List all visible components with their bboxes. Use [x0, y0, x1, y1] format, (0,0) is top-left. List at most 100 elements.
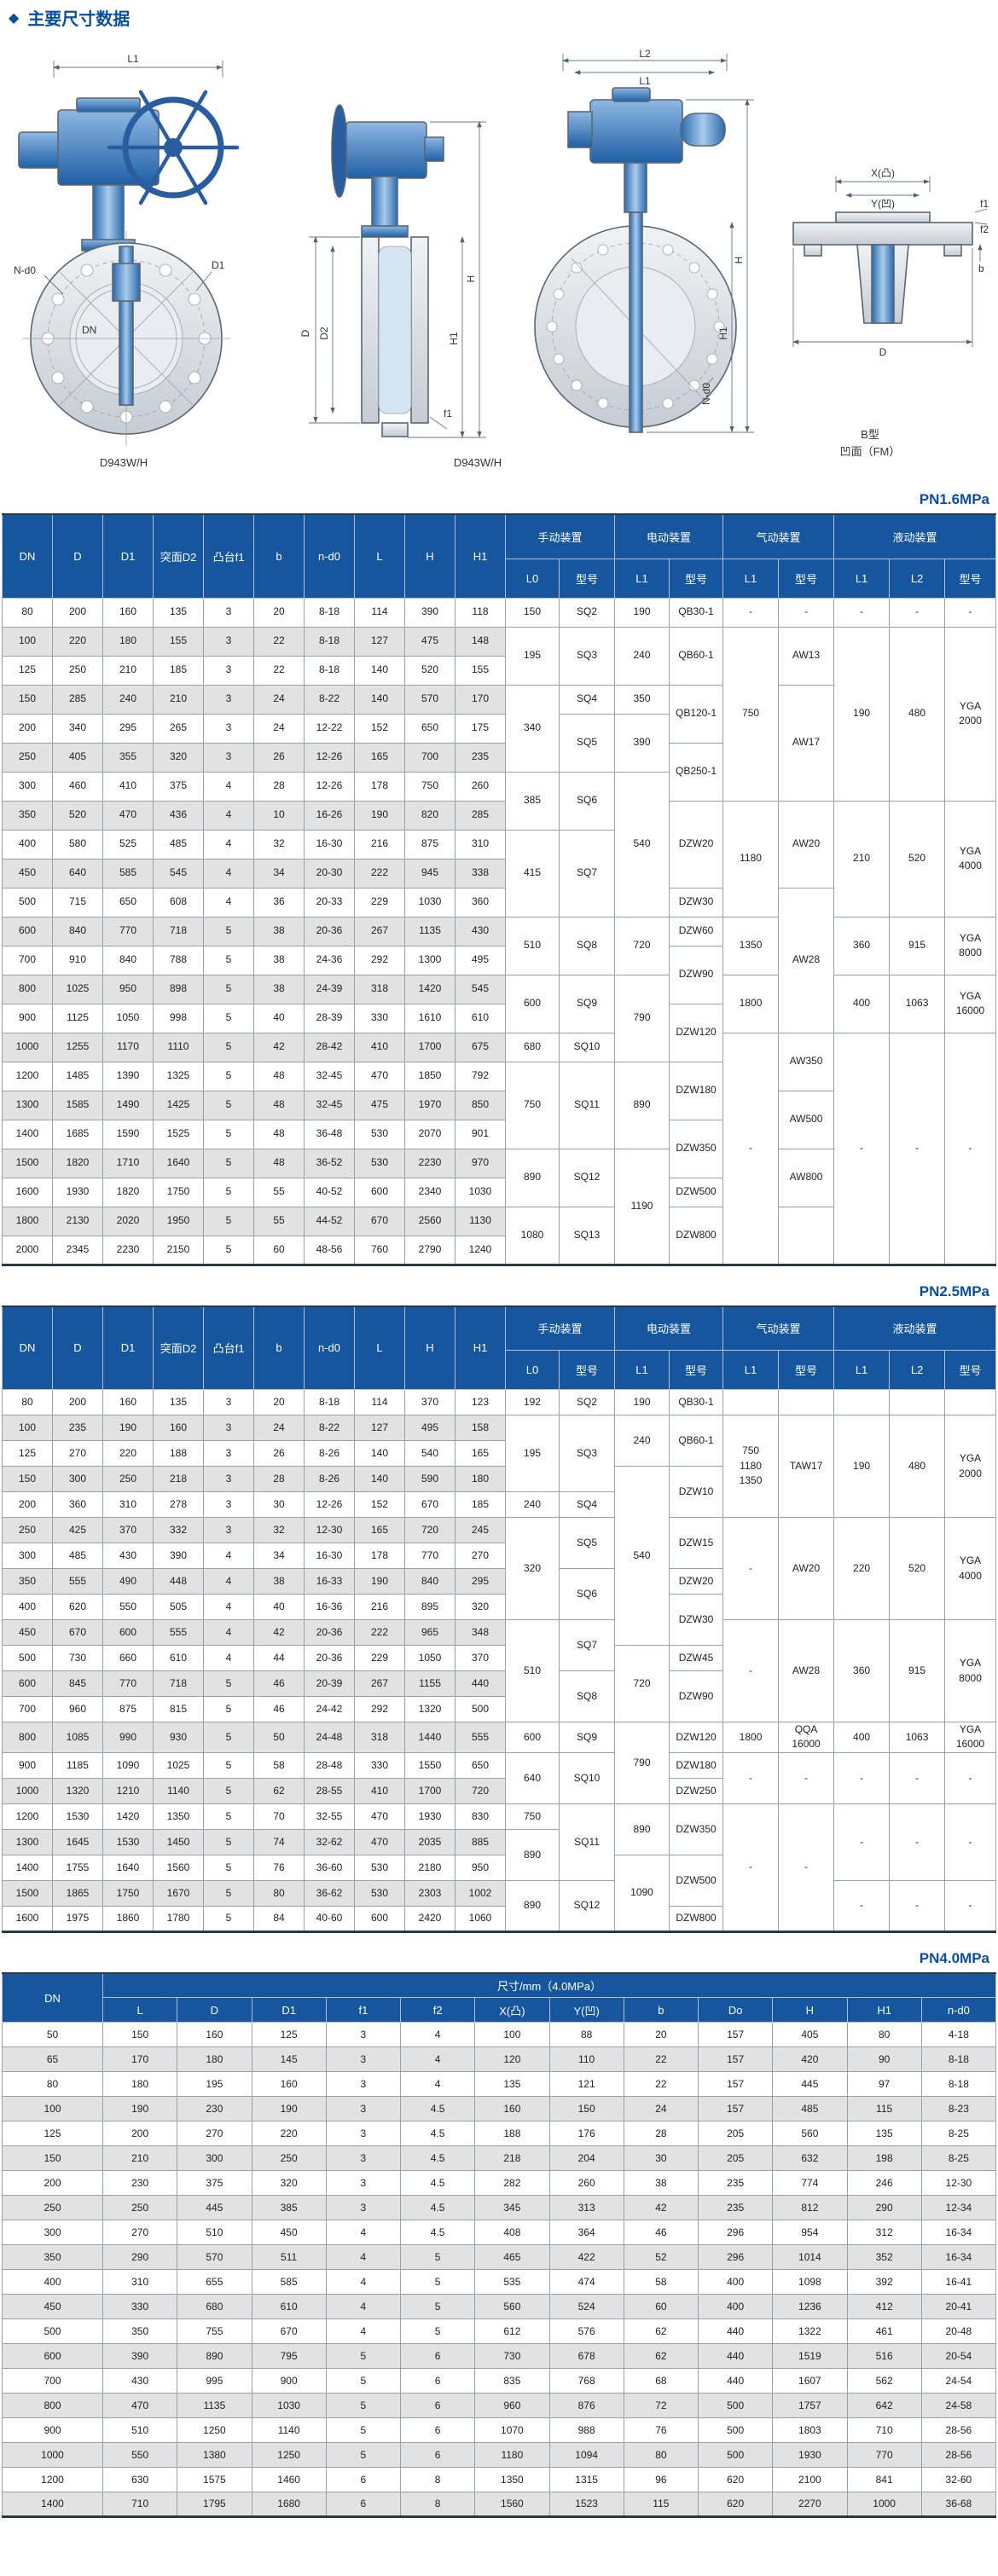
cell: 16-30: [304, 1543, 355, 1569]
dn-cell: 400: [2, 1594, 53, 1620]
cell: 74: [253, 1828, 305, 1855]
cell: QQA 16000: [778, 1722, 835, 1753]
cell: 1080: [505, 1206, 560, 1265]
cell: 1640: [153, 1148, 204, 1178]
cell: 470: [354, 1828, 405, 1855]
cell: 405: [772, 2022, 848, 2048]
cell: 1755: [52, 1854, 103, 1881]
cell: 540: [614, 1466, 670, 1646]
cell: 198: [846, 2145, 922, 2172]
cell: 410: [102, 771, 154, 802]
cell: 1685: [52, 1119, 103, 1149]
cell: 190: [614, 1389, 670, 1415]
cell: 1750: [102, 1879, 154, 1907]
cell: 8-25: [920, 2145, 997, 2172]
cell: 1680: [251, 2492, 327, 2518]
cell: 250: [102, 2195, 178, 2221]
cell: 1190: [614, 1148, 670, 1265]
cell: 220: [833, 1517, 891, 1620]
column-header: 凸台f1: [203, 513, 254, 599]
cell: 8-18: [920, 2046, 997, 2073]
cell: 240: [505, 1491, 560, 1518]
diamond-bullet-icon: ◆: [9, 10, 20, 26]
cell: 22: [253, 626, 305, 657]
cell: 4: [325, 2294, 402, 2320]
cell: 524: [548, 2294, 624, 2320]
cell: 4: [203, 1543, 254, 1569]
cell: 4.5: [399, 2145, 476, 2172]
cell: 445: [177, 2195, 252, 2221]
cell: QB250-1: [669, 742, 724, 802]
cell: 175: [455, 713, 506, 744]
cell: YGA 16000: [944, 1722, 996, 1753]
column-header: b: [623, 1997, 699, 2023]
cell: 1750: [153, 1177, 204, 1207]
cell: 190: [833, 626, 891, 802]
cell: 1607: [772, 2368, 848, 2394]
cell: 585: [251, 2269, 327, 2295]
cell: 190: [102, 1415, 154, 1441]
table-row: 800 470 1135 1030 5 6 960 876 72 500 1757 642 24-58: [2, 2393, 997, 2419]
table-row: 1400 710 1795 1680 6 8 1560 1523 115 620 2270 1000 3…: [2, 2492, 997, 2518]
column-header: L: [102, 1997, 178, 2023]
dn-cell: 500: [2, 2318, 103, 2345]
cell: 229: [354, 887, 405, 918]
dn-cell: 250: [2, 2195, 103, 2221]
cell: 218: [474, 2145, 550, 2172]
cell: 296: [697, 2244, 774, 2271]
cell: 1240: [455, 1235, 506, 1265]
cell: 20-54: [920, 2343, 997, 2370]
cell: 650: [404, 713, 455, 744]
cell: 500: [697, 2442, 774, 2469]
cell: SQ4: [558, 684, 616, 715]
cell: 1090: [102, 1751, 154, 1779]
cell: 155: [153, 626, 204, 657]
cell: DZW120: [669, 1003, 724, 1062]
cell: 8-22: [304, 1415, 355, 1441]
table-row: 125 250 210 185 3 22 8-18 140 520 155: [2, 655, 996, 686]
cell: 190: [354, 800, 405, 831]
cell: 1380: [177, 2442, 252, 2469]
cell: 632: [772, 2145, 848, 2172]
column-header: 手动装置: [504, 513, 616, 559]
cell: 160: [153, 1415, 204, 1441]
cell: 285: [455, 800, 506, 831]
cell: 440: [697, 2318, 774, 2345]
dn-cell: 200: [2, 2170, 103, 2197]
dn-cell: 350: [2, 1568, 53, 1595]
cell: 20-36: [304, 1645, 355, 1671]
cell: 4: [203, 1594, 254, 1620]
cell: 1425: [153, 1090, 204, 1120]
cell: 20: [253, 597, 305, 628]
dim-D2-label: D2: [318, 327, 330, 340]
page-title: ◆ 主要尺寸数据: [0, 0, 998, 32]
cell: 2340: [404, 1177, 455, 1207]
cell: SQ5: [558, 713, 616, 773]
cell: 3: [203, 1440, 254, 1467]
cell: 28-56: [920, 2442, 997, 2469]
cell: 24: [253, 1415, 305, 1441]
pn40-title: PN4.0MPa: [919, 1949, 989, 1966]
cell: 570: [404, 684, 455, 715]
cell: -: [889, 1751, 946, 1804]
cell: -: [833, 1751, 891, 1804]
cell: 5: [203, 1119, 254, 1149]
cell: 5: [399, 2294, 476, 2320]
cell: 876: [548, 2393, 624, 2419]
cell: 140: [354, 1440, 405, 1467]
cell: 195: [505, 1415, 560, 1492]
cell: DZW10: [669, 1466, 724, 1518]
cell: 12-26: [304, 771, 355, 802]
cell: SQ11: [558, 1061, 616, 1149]
cell: 4: [325, 2220, 402, 2246]
table-row: 1600 1975 1860 1780 5 84 40-60 600 2420 1060 DZW80…: [2, 1905, 996, 1932]
cell: 901: [455, 1119, 506, 1149]
cell: 320: [505, 1517, 560, 1620]
cell: 5: [203, 1148, 254, 1178]
cell: 16-36: [304, 1594, 355, 1620]
cell: 180: [455, 1466, 506, 1492]
dn-cell: 450: [2, 1619, 53, 1646]
cell: 180: [102, 626, 154, 657]
table-row: 125 200 270 220 3 4.5 188 176 28 205 560 135 8-25: [2, 2121, 997, 2147]
dn-cell: 900: [2, 1751, 53, 1779]
